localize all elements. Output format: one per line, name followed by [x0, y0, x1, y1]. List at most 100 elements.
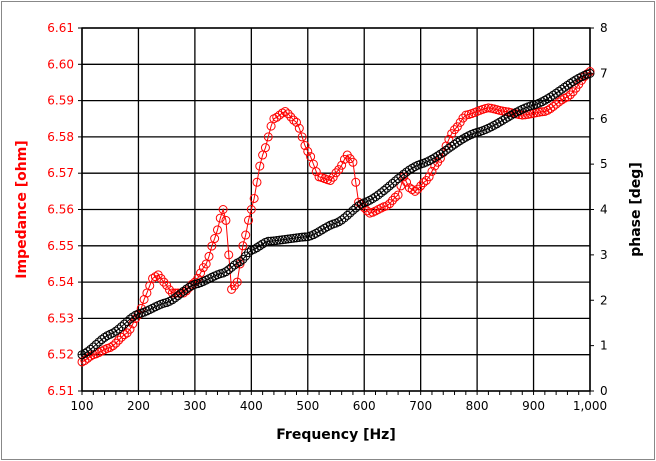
y2-tick-label: 0 — [600, 384, 608, 398]
data-point-phase — [585, 68, 595, 78]
data-point-impedance — [416, 181, 426, 191]
data-point-phase — [348, 205, 358, 215]
data-point-impedance — [212, 225, 222, 235]
data-point-impedance — [164, 285, 174, 295]
data-point-phase — [506, 110, 516, 120]
plot-area — [81, 27, 591, 392]
x-tick-label: 700 — [409, 399, 432, 413]
data-point-impedance — [283, 109, 293, 119]
data-point-phase — [227, 262, 237, 272]
data-point-impedance — [534, 107, 544, 117]
data-point-impedance — [548, 101, 558, 111]
data-point-phase — [122, 317, 132, 327]
y2-tick-label: 2 — [600, 293, 608, 307]
data-point-impedance — [387, 195, 397, 205]
data-point-phase — [379, 186, 389, 196]
x-tick-label: 1,000 — [573, 399, 607, 413]
data-point-phase — [320, 223, 330, 233]
data-point-phase — [289, 233, 299, 243]
x-tick-label: 400 — [240, 399, 263, 413]
data-point-impedance — [263, 132, 273, 142]
data-point-impedance — [306, 152, 316, 162]
data-point-impedance — [413, 184, 423, 194]
y-tick-label: 6.54 — [47, 275, 74, 289]
data-point-impedance — [125, 324, 135, 334]
data-point-impedance — [407, 185, 417, 195]
data-point-impedance — [244, 215, 254, 225]
data-point-impedance — [537, 107, 547, 117]
y-tick-label: 6.58 — [47, 130, 74, 144]
x-axis-title: Frequency [Hz] — [276, 427, 395, 443]
data-point-impedance — [562, 92, 572, 102]
data-point-phase — [221, 267, 231, 277]
data-point-impedance — [80, 355, 90, 365]
y-tick-label: 6.55 — [47, 239, 74, 253]
data-point-phase — [300, 232, 310, 242]
data-point-phase — [571, 75, 581, 85]
data-point-impedance — [117, 332, 127, 342]
data-point-impedance — [450, 125, 460, 135]
data-point-phase — [272, 236, 282, 246]
data-point-impedance — [272, 112, 282, 122]
data-point-impedance — [201, 259, 211, 269]
data-point-impedance — [260, 143, 270, 153]
data-point-impedance — [119, 330, 129, 340]
data-point-impedance — [204, 251, 214, 261]
data-point-impedance — [308, 159, 318, 169]
data-point-phase — [235, 257, 245, 267]
data-point-impedance — [337, 160, 347, 170]
data-point-impedance — [238, 241, 248, 251]
data-point-impedance — [557, 95, 567, 105]
data-point-impedance — [105, 342, 115, 352]
data-point-impedance — [410, 186, 420, 196]
data-point-impedance — [311, 167, 321, 177]
data-point-phase — [286, 234, 296, 244]
y-tick-label: 6.51 — [47, 384, 74, 398]
data-point-phase — [100, 332, 110, 342]
y-tick-label: 6.61 — [47, 21, 74, 35]
data-point-impedance — [114, 335, 124, 345]
y-tick-label: 6.60 — [47, 57, 74, 71]
y-tick-label: 6.53 — [47, 311, 74, 325]
data-point-phase — [91, 339, 101, 349]
y2-tick-label: 3 — [600, 248, 608, 262]
data-point-impedance — [382, 201, 392, 211]
data-point-phase — [85, 344, 95, 354]
data-point-impedance — [424, 172, 434, 182]
data-point-phase — [128, 312, 138, 322]
data-point-impedance — [232, 277, 242, 287]
data-point-phase — [390, 176, 400, 186]
x-tick-label: 200 — [127, 399, 150, 413]
data-point-phase — [376, 188, 386, 198]
data-point-impedance — [297, 132, 307, 142]
data-point-impedance — [393, 190, 403, 200]
y-tick-label: 6.57 — [47, 166, 74, 180]
data-point-phase — [88, 342, 98, 352]
data-point-phase — [277, 235, 287, 245]
data-point-impedance — [289, 115, 299, 125]
x-tick-label: 500 — [296, 399, 319, 413]
x-tick-label: 100 — [71, 399, 94, 413]
series-line-phase — [81, 72, 591, 356]
data-point-phase — [224, 265, 234, 275]
data-point-impedance — [159, 277, 169, 287]
x-tick-label: 300 — [183, 399, 206, 413]
data-point-impedance — [280, 106, 290, 116]
data-point-phase — [294, 232, 304, 242]
data-point-impedance — [402, 177, 412, 187]
data-point-impedance — [224, 250, 234, 260]
data-point-impedance — [252, 177, 262, 187]
data-point-phase — [342, 210, 352, 220]
data-point-phase — [173, 291, 183, 301]
data-point-impedance — [390, 192, 400, 202]
data-point-impedance — [551, 99, 561, 109]
data-point-impedance — [565, 90, 575, 100]
data-point-impedance — [221, 215, 231, 225]
data-point-phase — [280, 234, 290, 244]
data-point-phase — [297, 232, 307, 242]
data-point-impedance — [249, 193, 259, 203]
data-point-phase — [354, 201, 364, 211]
y2-tick-label: 8 — [600, 21, 608, 35]
